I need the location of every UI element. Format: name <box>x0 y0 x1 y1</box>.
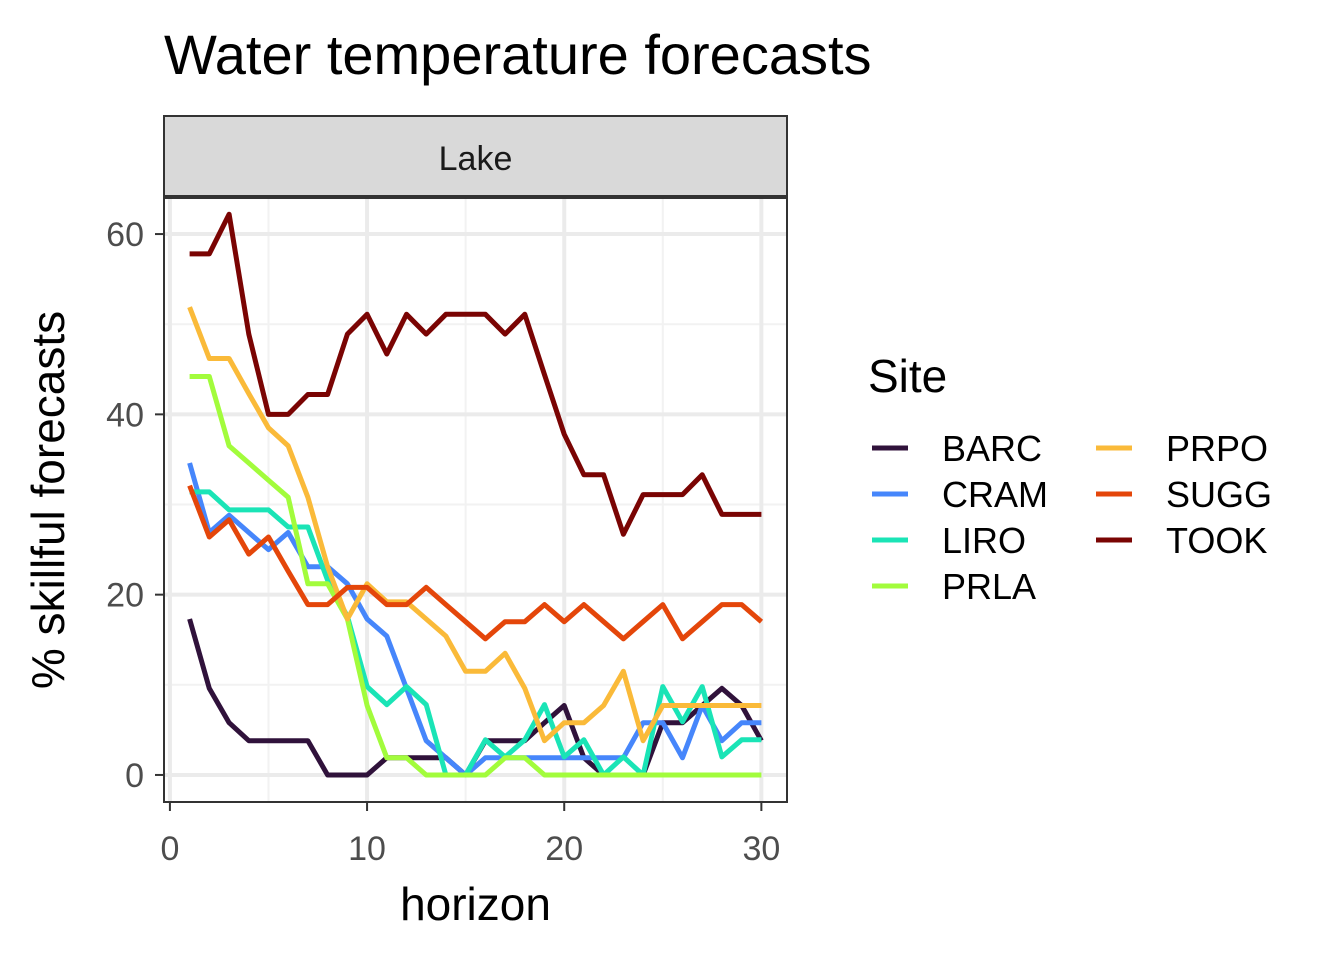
x-tick-label: 30 <box>742 830 780 868</box>
series-line-took <box>189 211 762 537</box>
legend: Site BARC CRAM LIRO PRLA PRPO SUGG TOOK <box>868 350 1272 607</box>
grid-minor <box>164 198 787 802</box>
y-tick-label: 0 <box>125 757 144 795</box>
x-axis-title: horizon <box>400 878 551 930</box>
facet-strip-label: Lake <box>439 140 513 178</box>
y-axis-title: % skillful forecasts <box>22 311 74 689</box>
chart-title: Water temperature forecasts <box>164 23 872 86</box>
legend-label-prla: PRLA <box>942 566 1036 607</box>
legend-label-took: TOOK <box>1166 520 1267 561</box>
y-axis: 0 20 40 60 <box>106 216 164 795</box>
x-axis: 0 10 20 30 <box>160 802 780 868</box>
series-line-prla <box>189 374 762 778</box>
x-tick-label: 20 <box>545 830 583 868</box>
legend-label-cram: CRAM <box>942 474 1048 515</box>
legend-items: BARC CRAM LIRO PRLA PRPO SUGG TOOK <box>872 428 1272 607</box>
plot-panel-border <box>163 197 788 803</box>
series-line-cram <box>187 462 762 778</box>
legend-label-liro: LIRO <box>942 520 1026 561</box>
series-line-sugg <box>187 484 764 642</box>
y-tick-label: 60 <box>106 216 144 254</box>
series-lines <box>187 211 764 778</box>
y-tick-label: 40 <box>106 396 144 434</box>
x-tick-label: 0 <box>160 830 179 868</box>
facet-strip <box>163 115 788 197</box>
legend-label-sugg: SUGG <box>1166 474 1272 515</box>
x-tick-label: 10 <box>348 830 386 868</box>
series-line-prpo <box>187 306 762 744</box>
legend-label-barc: BARC <box>942 428 1042 469</box>
y-tick-label: 20 <box>106 577 144 615</box>
series-line-liro <box>189 489 762 778</box>
legend-title: Site <box>868 350 947 402</box>
legend-label-prpo: PRPO <box>1166 428 1268 469</box>
